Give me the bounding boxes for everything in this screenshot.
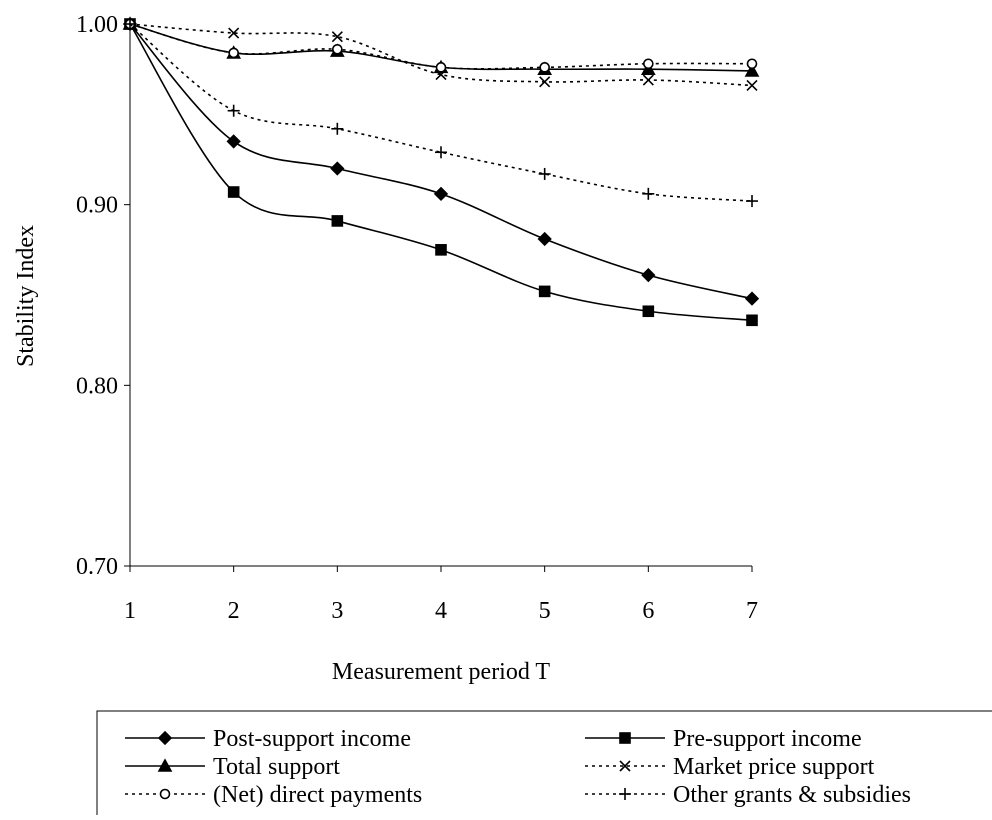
data-point-plus: [642, 187, 655, 200]
legend-box: [96, 710, 992, 820]
legend-label: (Net) direct payments: [213, 782, 422, 808]
data-point-x-stroke: [539, 76, 551, 88]
data-point-square: [435, 244, 447, 256]
data-point-square: [619, 732, 631, 744]
legend-label: Pre-support income: [673, 726, 862, 752]
legend-label: Post-support income: [213, 726, 411, 752]
data-point-plus: [227, 104, 240, 117]
data-point-circle: [643, 58, 654, 70]
data-point-plus: [435, 146, 447, 159]
data-point-diamond: [641, 267, 656, 283]
series-4: [124, 18, 758, 73]
legend-entry: Pre-support income: [585, 726, 862, 752]
data-point-square: [746, 314, 758, 327]
data-point-x-stroke: [228, 27, 240, 39]
x-axis-title: Measurement period T: [332, 659, 550, 685]
legend-entry: Market price support: [585, 754, 875, 780]
legend-entry: (Net) direct payments: [125, 782, 422, 808]
x-tick-label: 4: [435, 598, 447, 624]
data-point-diamond: [537, 231, 552, 247]
x-tick-label: 2: [228, 598, 240, 624]
data-point-x-stroke: [642, 74, 654, 86]
data-point-diamond: [433, 186, 449, 201]
data-point-circle: [228, 47, 239, 59]
series-line: [129, 23, 753, 87]
data-point-x-stroke: [746, 79, 758, 91]
data-point-square: [642, 305, 655, 318]
x-tick-label: 7: [746, 598, 758, 624]
data-point-triangle: [744, 63, 760, 77]
legend-entry: Other grants & subsidies: [585, 782, 911, 808]
legend: Post-support income Pre-support income Tot…: [96, 710, 992, 820]
data-point-diamond: [226, 134, 241, 149]
legend-label: Other grants & subsidies: [673, 782, 911, 808]
data-point-plus: [331, 122, 344, 135]
legend-label: Total support: [213, 754, 340, 780]
data-point-x: [331, 31, 343, 43]
data-point-diamond: [744, 291, 760, 306]
data-point-diamond: [330, 161, 345, 176]
y-tick-label: 0.70: [76, 554, 118, 580]
data-point-x: [642, 74, 654, 86]
data-point-square: [227, 186, 240, 198]
x-tick-label: 1: [124, 598, 136, 624]
data-point-circle: [746, 58, 758, 70]
data-point-x: [228, 27, 240, 39]
data-point-x: [619, 760, 631, 772]
series-1: [124, 18, 758, 327]
y-tick-label: 0.80: [76, 373, 118, 399]
data-point-circle: [332, 43, 343, 55]
y-tick-label: 1.00: [76, 12, 118, 38]
data-point-x: [746, 79, 758, 91]
data-point-x-stroke: [619, 760, 631, 772]
data-point-circle: [435, 62, 447, 73]
data-point-square: [331, 215, 344, 227]
data-point-circle: [159, 788, 171, 800]
x-tick-label: 5: [539, 598, 551, 624]
data-point-plus: [124, 18, 136, 30]
data-point-plus: [538, 167, 551, 180]
legend-entry: Total support: [125, 754, 340, 780]
data-point-diamond: [157, 730, 173, 746]
axes: 0.70 0.80 0.90 1.00 1 2 3 4 5 6 7: [76, 12, 758, 624]
x-tick-label: 3: [331, 598, 343, 624]
data-point-plus: [746, 195, 758, 208]
data-point-plus: [619, 788, 631, 800]
x-tick-label: 6: [642, 598, 654, 624]
legend-entry: Post-support income: [125, 726, 411, 752]
series-5: [124, 18, 758, 208]
data-point-x-stroke: [331, 31, 343, 43]
series-3: [124, 18, 758, 91]
series-0: [122, 16, 760, 306]
data-point-square: [538, 285, 551, 298]
y-axis-title: Stability Index: [13, 225, 39, 367]
series-lines: [122, 16, 760, 327]
data-point-triangle: [157, 758, 173, 772]
data-point-x: [539, 76, 551, 88]
data-point-circle: [539, 62, 550, 73]
legend-label: Market price support: [673, 754, 875, 780]
y-tick-label: 0.90: [76, 193, 118, 219]
